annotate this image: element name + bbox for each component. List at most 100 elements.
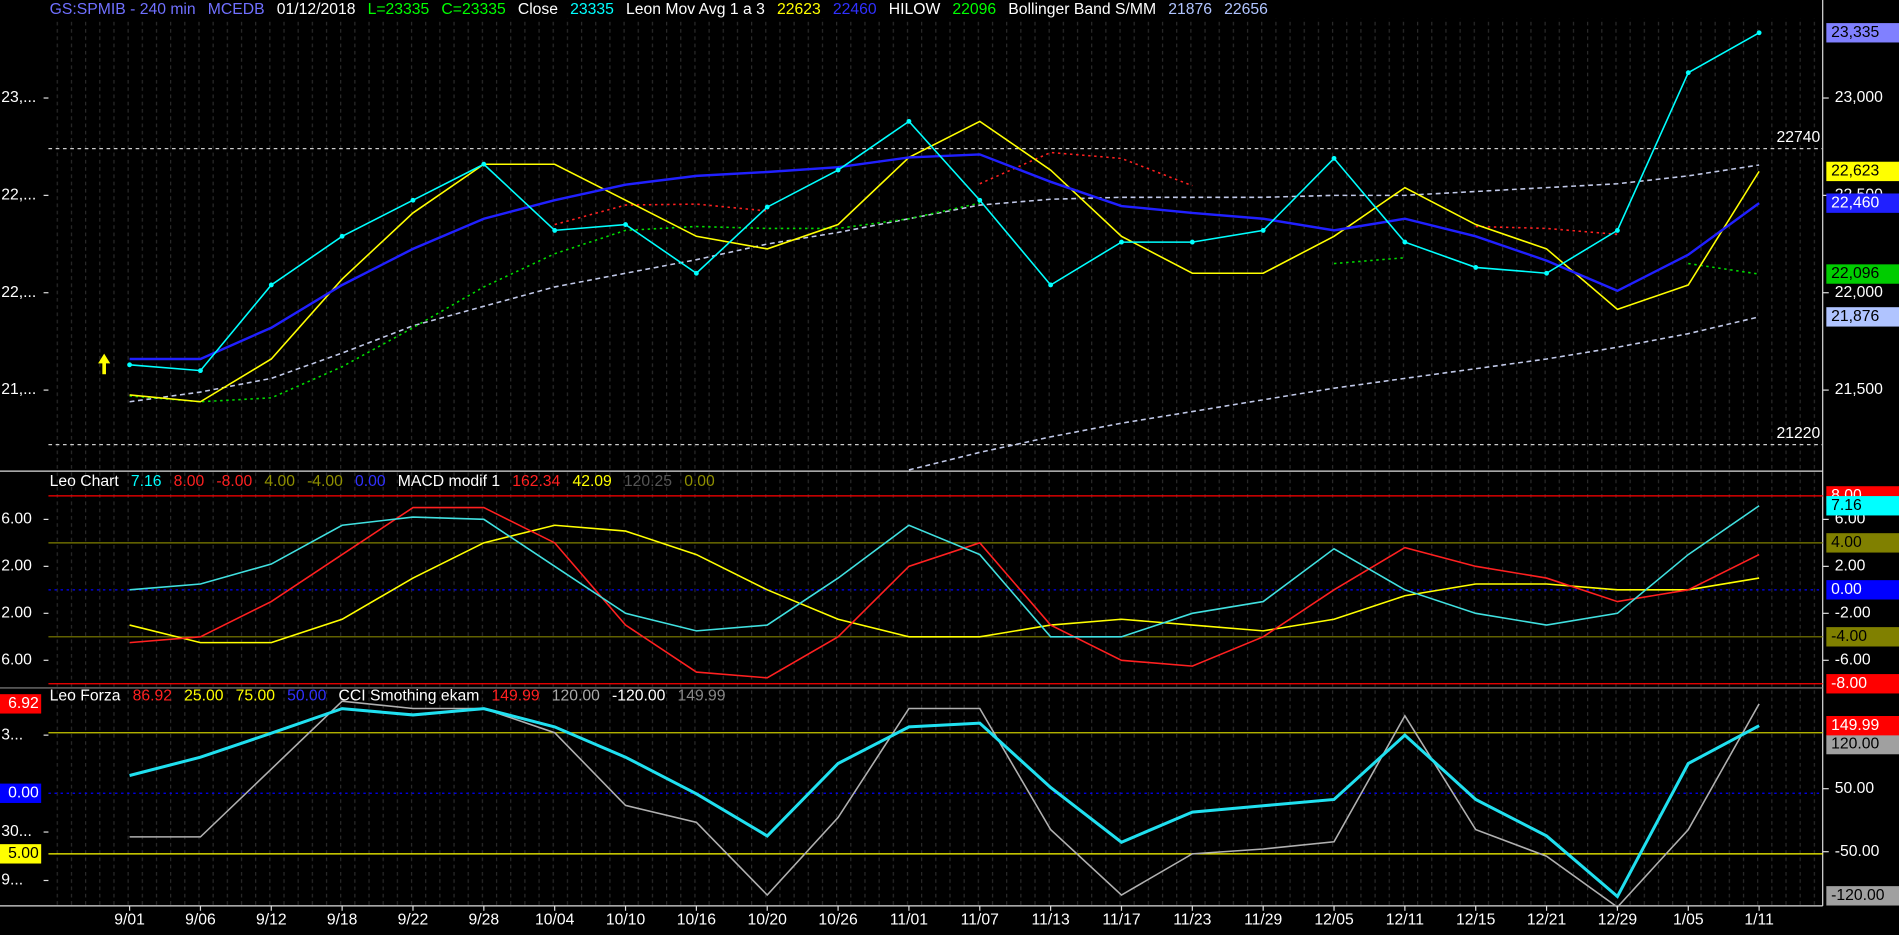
value-tag-label: 7.16 bbox=[1831, 497, 1862, 514]
y2-tick-label: 23,... bbox=[1, 89, 36, 106]
x-tick-label: 11/17 bbox=[1102, 912, 1140, 929]
series-line bbox=[129, 700, 1760, 909]
x-tick-label: 9/22 bbox=[398, 912, 429, 929]
value-tag bbox=[0, 783, 42, 803]
legend-entry: 86.92 bbox=[133, 688, 172, 705]
legend-entry: 75.00 bbox=[236, 688, 276, 705]
x-tick-label: 9/01 bbox=[114, 912, 145, 929]
value-tag bbox=[1826, 264, 1899, 284]
series-point bbox=[1189, 239, 1195, 245]
series-point bbox=[1331, 155, 1337, 161]
series-point bbox=[1473, 264, 1479, 270]
value-tag bbox=[1826, 161, 1899, 182]
legend-entry: 22096 bbox=[952, 1, 996, 18]
y2-tick-label: 6.00 bbox=[1, 511, 32, 528]
series-point bbox=[1048, 282, 1054, 288]
y-tick-label: -2.00 bbox=[1835, 604, 1871, 621]
series-point bbox=[1402, 239, 1408, 245]
value-tag bbox=[1826, 734, 1899, 755]
y2-tick-label: 22,... bbox=[1, 187, 36, 204]
series-point bbox=[1260, 228, 1266, 233]
value-tag-label: 4.00 bbox=[1831, 534, 1862, 551]
legend-entry: -8.00 bbox=[216, 473, 252, 490]
y-tick-label: 50.00 bbox=[1835, 780, 1875, 797]
legend-entry: 149.99 bbox=[491, 688, 539, 705]
value-tag bbox=[1826, 23, 1899, 43]
legend-entry: 149.99 bbox=[677, 688, 725, 705]
value-tag bbox=[1826, 533, 1899, 553]
reference-label: 22740 bbox=[1777, 129, 1821, 146]
signal-arrow bbox=[98, 353, 111, 375]
legend-entry: 7.16 bbox=[131, 473, 162, 490]
legend-entry: 22460 bbox=[833, 1, 877, 18]
value-tag bbox=[1826, 715, 1899, 736]
value-tag bbox=[1826, 307, 1899, 327]
legend-entry: 25.00 bbox=[184, 688, 224, 705]
value-tag-label: 22,460 bbox=[1831, 194, 1879, 211]
x-tick-label: 9/06 bbox=[185, 912, 216, 929]
legend-entry: Leo Chart bbox=[50, 473, 120, 490]
series-point bbox=[127, 362, 133, 368]
series-line bbox=[908, 316, 1760, 471]
value-tag-label: 0.00 bbox=[1831, 581, 1862, 598]
series-point bbox=[1119, 239, 1124, 245]
value-tag-label: 22,623 bbox=[1831, 163, 1879, 180]
value-tag bbox=[0, 694, 42, 714]
y-tick-label: -6.00 bbox=[1835, 651, 1871, 668]
legend-entry: 22656 bbox=[1224, 1, 1268, 18]
x-tick-label: 12/15 bbox=[1456, 912, 1496, 929]
series-point bbox=[906, 118, 912, 124]
series-line bbox=[129, 32, 1760, 372]
series-point bbox=[1544, 270, 1549, 276]
legend-entry: Close bbox=[518, 1, 558, 18]
y2-tick-label: 2.00 bbox=[1, 558, 32, 575]
x-tick-label: 10/16 bbox=[677, 912, 717, 929]
series-line bbox=[129, 120, 1760, 403]
x-tick-label: 12/29 bbox=[1598, 912, 1637, 929]
series-point bbox=[339, 233, 345, 239]
x-tick-label: 1/05 bbox=[1673, 912, 1704, 929]
legend-entry: 42.09 bbox=[572, 473, 611, 490]
legend-entry: 21876 bbox=[1168, 1, 1212, 18]
x-tick-label: 12/05 bbox=[1314, 912, 1354, 929]
x-tick-label: 10/26 bbox=[818, 912, 858, 929]
x-tick-label: 11/23 bbox=[1173, 912, 1211, 929]
value-tag bbox=[1826, 674, 1899, 694]
y2-tick-label: 2.00 bbox=[1, 604, 32, 621]
reference-label: 21220 bbox=[1777, 425, 1821, 442]
series-point bbox=[268, 282, 274, 288]
legend-entry: 22623 bbox=[777, 1, 821, 18]
series-point bbox=[1614, 228, 1620, 233]
value-tag bbox=[1826, 580, 1899, 600]
value-tag-label: 22,096 bbox=[1831, 265, 1879, 282]
value-tag-label: -120.00 bbox=[1831, 887, 1885, 904]
x-tick-label: 11/01 bbox=[890, 912, 928, 929]
value-tag-label: 23,335 bbox=[1831, 24, 1879, 41]
value-tag-label: 149.99 bbox=[1831, 717, 1879, 734]
series-point bbox=[410, 197, 416, 203]
value-tag bbox=[1826, 627, 1899, 647]
legend-entry: -4.00 bbox=[307, 473, 343, 490]
series-line bbox=[129, 202, 1760, 403]
legend-entry: 8.00 bbox=[174, 473, 205, 490]
legend-entry: 50.00 bbox=[287, 688, 327, 705]
series-line bbox=[129, 524, 1760, 644]
series-line bbox=[129, 164, 1760, 403]
y2-tick-label: 21,... bbox=[1, 381, 36, 398]
legend-entry: 0.00 bbox=[355, 473, 386, 490]
series-line bbox=[129, 506, 1760, 679]
series-point bbox=[198, 368, 203, 374]
y2-tick-label: 9... bbox=[1, 872, 23, 889]
y-tick-label: 23,000 bbox=[1835, 89, 1883, 106]
value-tag bbox=[1826, 193, 1899, 213]
legend-entry: 01/12/2018 bbox=[277, 1, 356, 18]
series-point bbox=[835, 167, 841, 173]
value-tag-label: -4.00 bbox=[1831, 628, 1867, 645]
grid bbox=[48, 18, 1823, 906]
y-tick-label: 22,000 bbox=[1835, 284, 1883, 301]
y2-tick-label: 30... bbox=[1, 823, 32, 840]
value-tag-label: 120.00 bbox=[1831, 736, 1879, 753]
legend-entry: Leon Mov Avg 1 a 3 bbox=[626, 1, 765, 18]
